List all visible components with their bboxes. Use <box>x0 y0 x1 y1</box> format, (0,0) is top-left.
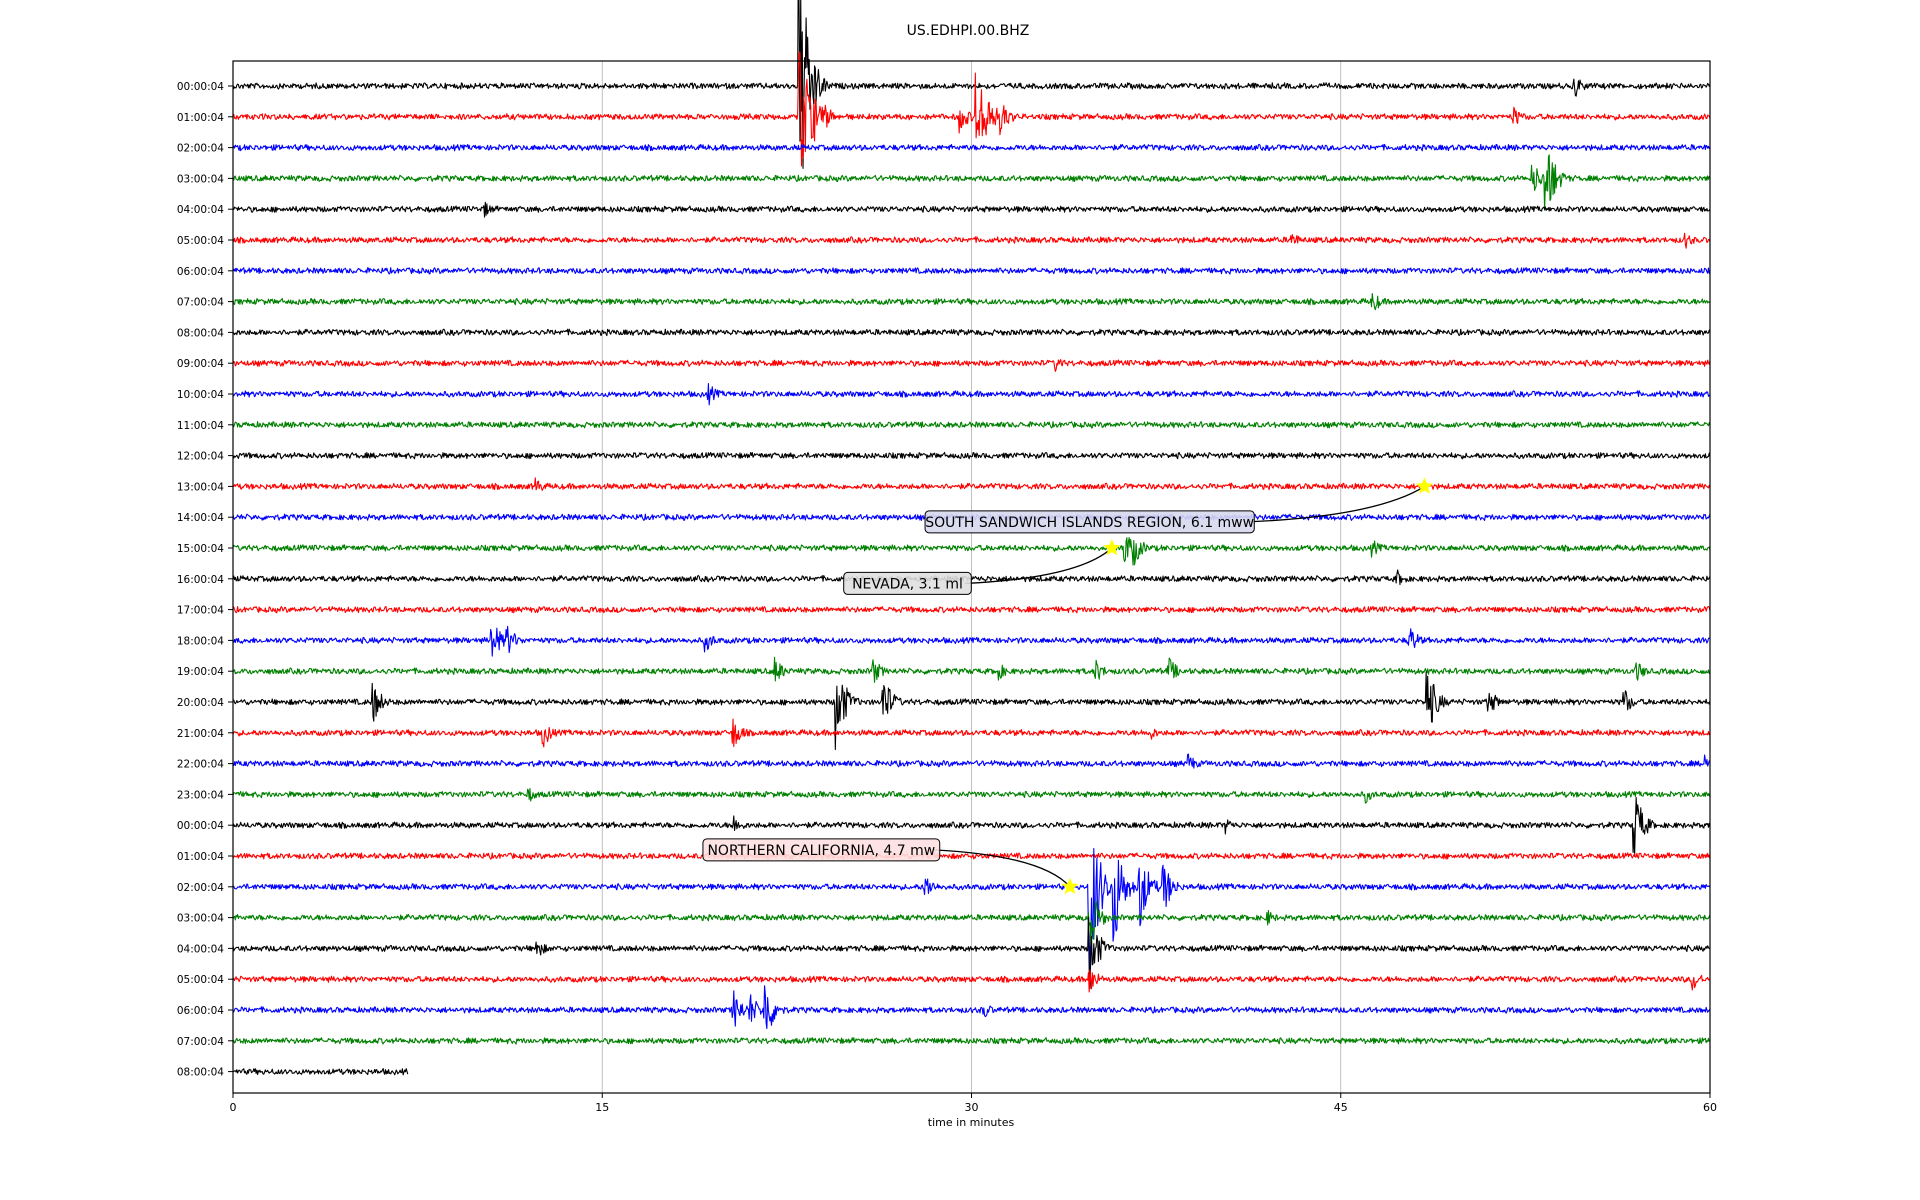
trace-row-27 <box>232 900 1711 946</box>
trace-row-12 <box>232 451 1711 460</box>
event-annotation-1: NEVADA, 3.1 ml <box>843 538 1121 595</box>
event-label-box <box>843 571 972 595</box>
row-time-label: 06:00:04 <box>177 266 224 278</box>
row-time-label: 04:00:04 <box>177 204 224 216</box>
chart-title: US.EDHPI.00.BHZ <box>907 23 1030 39</box>
event-star-marker <box>1103 538 1121 556</box>
event-leader-line <box>965 547 1113 585</box>
row-time-label: 09:00:04 <box>177 358 224 370</box>
row-time-label: 13:00:04 <box>177 481 224 493</box>
trace-row-13 <box>232 477 1711 491</box>
row-time-label: 22:00:04 <box>177 759 224 771</box>
trace-row-6 <box>232 267 1711 275</box>
trace-row-18 <box>232 625 1711 657</box>
row-time-label: 17:00:04 <box>177 605 224 617</box>
row-time-label: 01:00:04 <box>177 851 224 863</box>
row-time-label: 14:00:04 <box>177 512 224 524</box>
x-tick-label: 45 <box>1334 1101 1348 1114</box>
row-time-label: 08:00:04 <box>177 327 224 339</box>
event-label-box <box>924 510 1255 534</box>
row-time-label: 01:00:04 <box>177 112 224 124</box>
row-time-label: 02:00:04 <box>177 882 224 894</box>
row-time-label: 16:00:04 <box>177 574 224 586</box>
trace-row-2 <box>232 143 1711 152</box>
trace-row-25 <box>232 852 1711 860</box>
row-time-label: 21:00:04 <box>177 728 224 740</box>
trace-row-26 <box>232 848 1711 971</box>
trace-row-11 <box>232 421 1711 429</box>
trace-row-1 <box>232 51 1711 167</box>
event-leader-line <box>1248 485 1425 523</box>
event-annotations: SOUTH SANDWICH ISLANDS REGION, 6.1 mww NE… <box>702 477 1434 895</box>
x-tick-label: 60 <box>1703 1101 1717 1114</box>
row-time-label: 05:00:04 <box>177 235 224 247</box>
row-time-label: 04:00:04 <box>177 943 224 955</box>
trace-row-28 <box>232 916 1711 990</box>
trace-row-29 <box>232 969 1711 993</box>
row-time-label: 08:00:04 <box>177 1067 224 1079</box>
trace-row-20 <box>232 671 1711 751</box>
row-time-label: 19:00:04 <box>177 666 224 678</box>
trace-row-30 <box>232 985 1711 1029</box>
row-time-label: 00:00:04 <box>177 81 224 93</box>
x-tick-label: 0 <box>230 1101 237 1114</box>
row-time-label: 03:00:04 <box>177 913 224 925</box>
x-axis-ticks: 0 15 30 45 60 <box>230 1093 1717 1114</box>
row-time-labels: 00:00:04 01:00:04 02:00:04 03:00:04 04:00:04… <box>177 81 233 1079</box>
trace-row-3 <box>232 154 1711 211</box>
trace-row-4 <box>232 201 1711 218</box>
row-time-label: 18:00:04 <box>177 635 224 647</box>
x-tick-label: 15 <box>595 1101 609 1114</box>
row-time-label: 07:00:04 <box>177 1036 224 1048</box>
row-time-label: 12:00:04 <box>177 451 224 463</box>
trace-row-17 <box>232 605 1711 614</box>
event-annotation-2: NORTHERN CALIFORNIA, 4.7 mw <box>702 838 1079 895</box>
row-time-label: 07:00:04 <box>177 297 224 309</box>
row-time-label: 05:00:04 <box>177 974 224 986</box>
trace-row-10 <box>232 383 1711 406</box>
event-label: NORTHERN CALIFORNIA, 4.7 mw <box>707 843 935 859</box>
trace-row-15 <box>232 537 1711 566</box>
row-time-label: 10:00:04 <box>177 389 224 401</box>
row-time-label: 03:00:04 <box>177 173 224 185</box>
trace-row-8 <box>232 328 1711 337</box>
trace-row-19 <box>233 656 1711 683</box>
trace-row-5 <box>232 232 1711 249</box>
x-tick-label: 30 <box>965 1101 979 1114</box>
event-label: SOUTH SANDWICH ISLANDS REGION, 6.1 mww <box>925 515 1254 531</box>
event-leader-line <box>933 849 1071 888</box>
trace-row-0 <box>232 0 1711 169</box>
trace-row-24 <box>232 796 1711 857</box>
row-time-label: 23:00:04 <box>177 789 224 801</box>
row-time-label: 00:00:04 <box>177 820 224 832</box>
trace-row-22 <box>232 753 1711 769</box>
x-axis-label: time in minutes <box>928 1116 1015 1129</box>
trace-row-21 <box>232 718 1711 748</box>
trace-row-32 <box>232 1068 409 1076</box>
event-star-marker <box>1061 877 1079 895</box>
event-label-box <box>702 838 941 862</box>
trace-row-9 <box>232 358 1711 372</box>
trace-row-7 <box>232 292 1711 311</box>
row-time-label: 06:00:04 <box>177 1005 224 1017</box>
event-star-marker <box>1415 477 1434 494</box>
row-time-label: 15:00:04 <box>177 543 224 555</box>
row-time-label: 11:00:04 <box>177 420 224 432</box>
trace-row-23 <box>232 788 1711 804</box>
event-annotation-0: SOUTH SANDWICH ISLANDS REGION, 6.1 mww <box>924 477 1434 534</box>
trace-row-31 <box>232 1037 1711 1045</box>
event-label: NEVADA, 3.1 ml <box>852 576 963 592</box>
row-time-label: 02:00:04 <box>177 143 224 155</box>
row-time-label: 20:00:04 <box>177 697 224 709</box>
